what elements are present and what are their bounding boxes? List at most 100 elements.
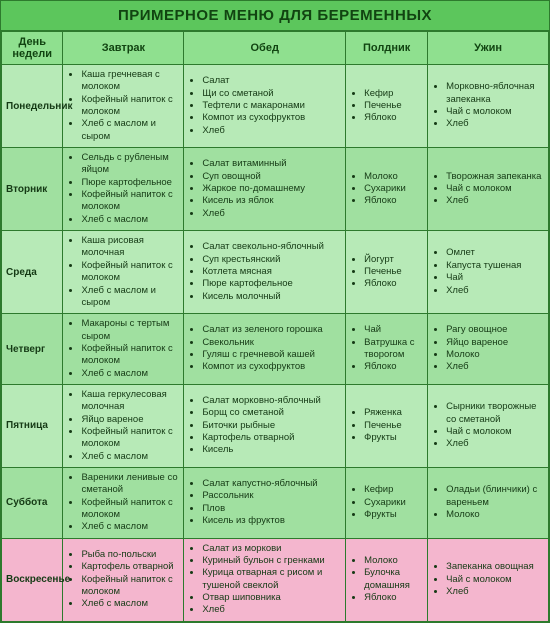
snack-cell: КефирПеченьеЯблоко — [346, 65, 428, 148]
dinner-cell: Сырники творожные со сметанойЧай с молок… — [428, 384, 549, 467]
list-item: Булочка домашняя — [364, 567, 423, 592]
list-item: Жаркое по-домашнему — [202, 183, 341, 195]
list-item: Чай с молоком — [446, 426, 544, 438]
list-item: Кофейный напиток с молоком — [81, 343, 179, 368]
snack-cell: КефирСухарикиФрукты — [346, 467, 428, 538]
list-item: Хлеб — [446, 195, 544, 207]
list-item: Яблоко — [364, 592, 423, 604]
table-row: ВоскресеньеРыба по-польскиКартофель отва… — [2, 538, 549, 621]
breakfast-cell: Каша гречневая с молокомКофейный напиток… — [63, 65, 184, 148]
list-item: Кофейный напиток с молоком — [81, 574, 179, 599]
list-item: Сырники творожные со сметаной — [446, 401, 544, 426]
list-item: Рагу овощное — [446, 324, 544, 336]
lunch-cell: Салат свекольно-яблочныйСуп крестьянский… — [184, 231, 346, 314]
list-item: Хлеб с маслом — [81, 598, 179, 610]
col-lunch: Обед — [184, 32, 346, 65]
list-item: Пюре картофельное — [81, 177, 179, 189]
day-cell: Среда — [2, 231, 63, 314]
list-item: Творожная запеканка — [446, 171, 544, 183]
table-row: ПонедельникКаша гречневая с молокомКофей… — [2, 65, 549, 148]
list-item: Хлеб с маслом — [81, 214, 179, 226]
list-item: Суп крестьянский — [202, 254, 341, 266]
list-item: Каша геркулесовая молочная — [81, 389, 179, 414]
list-item: Каша рисовая молочная — [81, 235, 179, 260]
list-item: Хлеб с маслом — [81, 521, 179, 533]
day-cell: Пятница — [2, 384, 63, 467]
snack-cell: МолокоСухарикиЯблоко — [346, 148, 428, 231]
list-item: Чай — [364, 324, 423, 336]
list-item: Ватрушка с творогом — [364, 337, 423, 362]
lunch-cell: Салат морковно-яблочныйБорщ со сметанойБ… — [184, 384, 346, 467]
list-item: Чай с молоком — [446, 106, 544, 118]
list-item: Яблоко — [364, 361, 423, 373]
list-item: Яйцо вареное — [446, 337, 544, 349]
breakfast-cell: Рыба по-польскиКартофель отварнойКофейны… — [63, 538, 184, 621]
list-item: Салат из зеленого горошка — [202, 324, 341, 336]
list-item: Оладьи (блинчики) с вареньем — [446, 484, 544, 509]
day-cell: Понедельник — [2, 65, 63, 148]
list-item: Хлеб с маслом и сыром — [81, 285, 179, 310]
list-item: Яблоко — [364, 195, 423, 207]
lunch-cell: Салат из морковиКуриный бульон с гренкам… — [184, 538, 346, 621]
day-cell: Суббота — [2, 467, 63, 538]
dinner-cell: Оладьи (блинчики) с вареньемМолоко — [428, 467, 549, 538]
list-item: Молоко — [364, 171, 423, 183]
list-item: Ряженка — [364, 407, 423, 419]
snack-cell: МолокоБулочка домашняяЯблоко — [346, 538, 428, 621]
table-row: ВторникСельдь с рубленым яйцомПюре карто… — [2, 148, 549, 231]
list-item: Хлеб — [446, 118, 544, 130]
list-item: Яблоко — [364, 278, 423, 290]
list-item: Хлеб — [202, 208, 341, 220]
list-item: Кофейный напиток с молоком — [81, 260, 179, 285]
dinner-cell: ОмлетКапуста тушенаяЧайХлеб — [428, 231, 549, 314]
list-item: Хлеб — [446, 586, 544, 598]
list-item: Хлеб с маслом и сыром — [81, 118, 179, 143]
list-item: Кофейный напиток с молоком — [81, 497, 179, 522]
list-item: Хлеб — [202, 604, 341, 616]
snack-cell: РяженкаПеченьеФрукты — [346, 384, 428, 467]
list-item: Яйцо вареное — [81, 414, 179, 426]
list-item: Печенье — [364, 100, 423, 112]
list-item: Хлеб — [202, 125, 341, 137]
dinner-cell: Рагу овощноеЯйцо вареноеМолокоХлеб — [428, 314, 549, 385]
list-item: Картофель отварной — [81, 561, 179, 573]
list-item: Картофель отварной — [202, 432, 341, 444]
list-item: Котлета мясная — [202, 266, 341, 278]
list-item: Печенье — [364, 266, 423, 278]
list-item: Капуста тушеная — [446, 260, 544, 272]
day-cell: Воскресенье — [2, 538, 63, 621]
day-cell: Четверг — [2, 314, 63, 385]
list-item: Макароны с тертым сыром — [81, 318, 179, 343]
list-item: Яблоко — [364, 112, 423, 124]
list-item: Кисель молочный — [202, 291, 341, 303]
list-item: Йогурт — [364, 254, 423, 266]
lunch-cell: Салат из зеленого горошкаСвекольникГуляш… — [184, 314, 346, 385]
list-item: Кефир — [364, 484, 423, 496]
table-row: СредаКаша рисовая молочнаяКофейный напит… — [2, 231, 549, 314]
list-item: Салат витаминный — [202, 158, 341, 170]
lunch-cell: СалатЩи со сметанойТефтели с макаронамиК… — [184, 65, 346, 148]
list-item: Кофейный напиток с молоком — [81, 426, 179, 451]
list-item: Молоко — [364, 555, 423, 567]
breakfast-cell: Каша геркулесовая молочнаяЯйцо вареноеКо… — [63, 384, 184, 467]
list-item: Каша гречневая с молоком — [81, 69, 179, 94]
list-item: Кофейный напиток с молоком — [81, 189, 179, 214]
list-item: Борщ со сметаной — [202, 407, 341, 419]
breakfast-cell: Макароны с тертым сыромКофейный напиток … — [63, 314, 184, 385]
snack-cell: ЙогуртПеченьеЯблоко — [346, 231, 428, 314]
dinner-cell: Морковно-яблочная запеканкаЧай с молоком… — [428, 65, 549, 148]
list-item: Кофейный напиток с молоком — [81, 94, 179, 119]
list-item: Вареники ленивые со сметаной — [81, 472, 179, 497]
table-row: Суббота Вареники ленивые со сметанойКофей… — [2, 467, 549, 538]
list-item: Тефтели с макаронами — [202, 100, 341, 112]
table-row: ЧетвергМакароны с тертым сыромКофейный н… — [2, 314, 549, 385]
breakfast-cell: Каша рисовая молочнаяКофейный напиток с … — [63, 231, 184, 314]
list-item: Молоко — [446, 509, 544, 521]
list-item: Пюре картофельное — [202, 278, 341, 290]
list-item: Кефир — [364, 88, 423, 100]
list-item: Компот из сухофруктов — [202, 361, 341, 373]
list-item: Морковно-яблочная запеканка — [446, 81, 544, 106]
header-row: День недели Завтрак Обед Полдник Ужин — [2, 32, 549, 65]
table-row: ПятницаКаша геркулесовая молочнаяЯйцо ва… — [2, 384, 549, 467]
list-item: Кисель — [202, 444, 341, 456]
